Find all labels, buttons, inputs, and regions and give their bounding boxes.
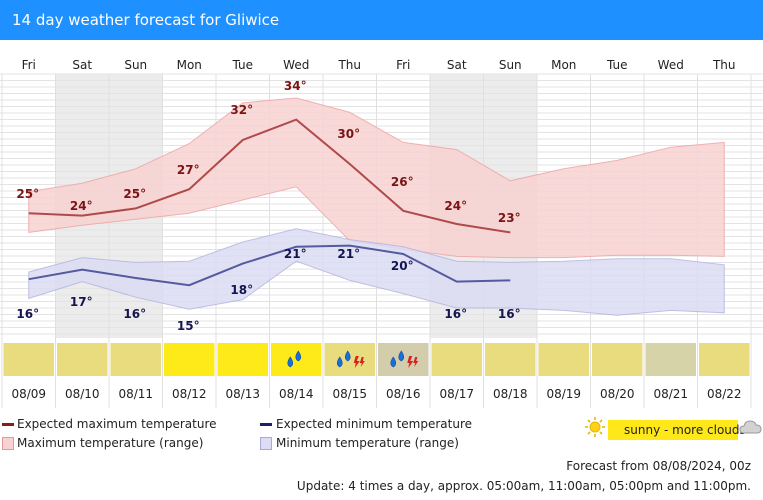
max-temp-label: 26° xyxy=(391,175,414,189)
forecast-from: Forecast from 08/08/2024, 00z xyxy=(566,459,751,473)
expected-max-line xyxy=(28,118,511,234)
max-temp-label: 32° xyxy=(230,103,253,117)
max-temp-label: 25° xyxy=(16,187,39,201)
date-label: 08/14 xyxy=(279,387,314,401)
weather-cell xyxy=(538,343,589,376)
weather-cell xyxy=(431,343,482,376)
date-label: 08/21 xyxy=(653,387,688,401)
min-temp-label: 20° xyxy=(391,259,414,273)
legend-sample-label: sunny - more clouds xyxy=(624,423,746,437)
day-label: Mon xyxy=(177,58,202,72)
max-temp-label: 24° xyxy=(444,199,467,213)
day-label: Fri xyxy=(22,58,36,72)
max-temp-label: 25° xyxy=(123,187,146,201)
cloud-icon xyxy=(739,420,762,434)
legend-min-expected: Expected minimum temperature xyxy=(276,417,472,431)
weather-cell xyxy=(3,343,54,376)
day-label: Mon xyxy=(551,58,576,72)
date-label: 08/13 xyxy=(225,387,260,401)
max-temp-label: 34° xyxy=(284,79,307,93)
weather-cell xyxy=(164,343,215,376)
rain-drop-icon xyxy=(336,356,343,368)
legend-sample-box xyxy=(608,420,738,440)
day-label: Thu xyxy=(337,58,361,72)
min-range-band xyxy=(28,228,725,316)
min-temp-label: 17° xyxy=(70,295,93,309)
day-label: Fri xyxy=(396,58,410,72)
weather-cell xyxy=(699,343,750,376)
max-range-band xyxy=(28,97,725,259)
min-temp-label: 16° xyxy=(444,307,467,321)
legend-max-expected: Expected maximum temperature xyxy=(17,417,217,431)
lightning-icon xyxy=(413,357,419,367)
rain-drop-icon xyxy=(344,350,351,362)
lightning-icon xyxy=(407,356,414,368)
legend-max-range: Maximum temperature (range) xyxy=(17,436,204,450)
day-label: Tue xyxy=(232,58,254,72)
date-label: 08/11 xyxy=(118,387,153,401)
legend-min-range: Minimum temperature (range) xyxy=(276,436,459,450)
max-temp-label: 23° xyxy=(498,211,521,225)
legend-min-range-swatch xyxy=(260,437,272,450)
date-label: 08/15 xyxy=(332,387,367,401)
day-label: Sun xyxy=(499,58,522,72)
day-label: Wed xyxy=(658,58,684,72)
lightning-icon xyxy=(359,357,365,367)
sun-icon xyxy=(585,417,605,437)
date-label: 08/17 xyxy=(439,387,474,401)
max-temp-label: 24° xyxy=(70,199,93,213)
day-label: Tue xyxy=(606,58,628,72)
min-temp-label: 16° xyxy=(16,307,39,321)
day-label: Wed xyxy=(283,58,309,72)
date-label: 08/16 xyxy=(386,387,421,401)
lightning-icon xyxy=(353,356,360,368)
date-label: 08/18 xyxy=(493,387,528,401)
date-label: 08/09 xyxy=(11,387,46,401)
max-temp-label: 30° xyxy=(337,127,360,141)
weather-cell xyxy=(592,343,643,376)
min-temp-label: 16° xyxy=(123,307,146,321)
day-label: Thu xyxy=(712,58,736,72)
rain-drop-icon xyxy=(295,350,302,362)
weather-cell xyxy=(57,343,108,376)
legend-min-line xyxy=(260,423,272,426)
rain-drop-icon xyxy=(390,356,397,368)
page-title: 14 day weather forecast for Gliwice xyxy=(12,11,280,29)
day-label: Sat xyxy=(72,58,92,72)
update-info: Update: 4 times a day, approx. 05:00am, … xyxy=(296,479,751,493)
weather-cell xyxy=(645,343,696,376)
date-label: 08/22 xyxy=(707,387,742,401)
min-temp-label: 16° xyxy=(498,307,521,321)
max-temp-label: 27° xyxy=(177,163,200,177)
weather-cell xyxy=(110,343,161,376)
date-label: 08/20 xyxy=(600,387,635,401)
legend-max-range-swatch xyxy=(2,437,14,450)
forecast-chart: 25° 24° 25° 27° 32° 34° 30° 26° 24° 23° 16° 17° 16° 1… xyxy=(0,58,763,408)
weather-cell xyxy=(485,343,536,376)
day-label: Sun xyxy=(124,58,147,72)
date-label: 08/10 xyxy=(65,387,100,401)
weather-cell xyxy=(217,343,268,376)
day-label: Sat xyxy=(447,58,467,72)
legend-max-line xyxy=(2,423,14,426)
min-temp-label: 21° xyxy=(284,247,307,261)
date-label: 08/12 xyxy=(172,387,207,401)
rain-drop-icon xyxy=(398,350,405,362)
min-temp-label: 21° xyxy=(337,247,360,261)
expected-min-line xyxy=(28,244,511,287)
rain-drop-icon xyxy=(287,356,294,368)
min-temp-label: 15° xyxy=(177,319,200,333)
min-temp-label: 18° xyxy=(230,283,253,297)
date-label: 08/19 xyxy=(546,387,581,401)
header-bar: 14 day weather forecast for Gliwice xyxy=(0,0,763,40)
